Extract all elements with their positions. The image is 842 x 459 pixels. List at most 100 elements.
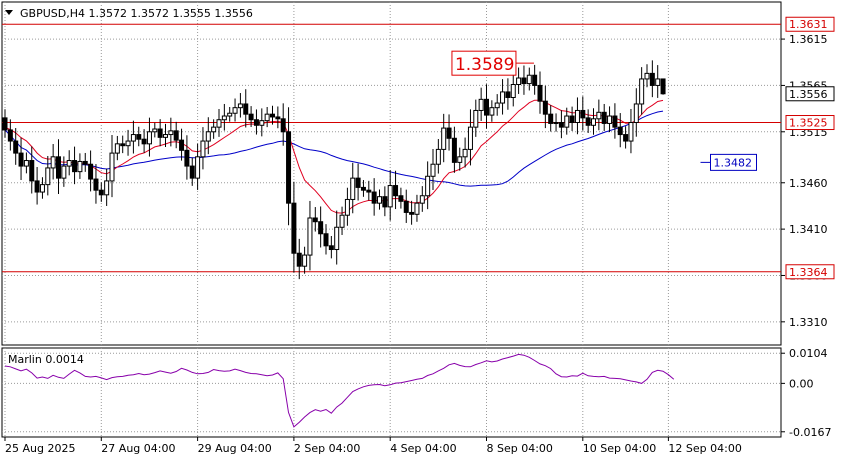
- bear-candle: [275, 116, 281, 120]
- bear-candle: [82, 160, 88, 165]
- level-tag: [785, 264, 835, 280]
- level-tag: [785, 16, 835, 32]
- x-tick-label: 4 Sep 04:00: [390, 442, 456, 455]
- bull-candle: [387, 185, 393, 208]
- bull-candle: [644, 72, 650, 80]
- bull-candle: [489, 107, 495, 116]
- bull-candle: [553, 122, 559, 125]
- bear-candle: [248, 113, 254, 121]
- bull-candle: [211, 126, 217, 133]
- bear-candle: [451, 137, 457, 163]
- bear-candle: [296, 252, 302, 267]
- bear-candle: [585, 117, 591, 126]
- bear-candle: [173, 130, 179, 141]
- bear-candle: [403, 200, 409, 213]
- bear-candle: [382, 196, 388, 208]
- bear-candle: [409, 211, 415, 215]
- bear-candle: [569, 115, 575, 124]
- bull-candle: [628, 122, 634, 142]
- bear-candle: [72, 160, 78, 173]
- bull-candle: [23, 160, 29, 167]
- bear-candle: [366, 189, 372, 193]
- bear-candle: [323, 233, 329, 247]
- bear-candle: [141, 138, 147, 145]
- bull-candle: [414, 202, 420, 215]
- bear-candle: [328, 245, 334, 251]
- ma-annotation-box: [710, 153, 757, 171]
- marlin-tick-label: 0.00: [789, 377, 814, 390]
- bull-candle: [607, 115, 613, 124]
- bear-candle: [2, 117, 8, 131]
- bear-candle: [291, 202, 297, 254]
- bear-candle: [88, 163, 94, 180]
- bear-candle: [532, 74, 538, 86]
- bull-candle: [510, 84, 516, 98]
- bear-candle: [393, 185, 399, 197]
- y-tick-label: 1.3310: [789, 316, 828, 329]
- bull-candle: [264, 113, 270, 122]
- bear-candle: [56, 156, 61, 179]
- bull-candle: [77, 160, 83, 173]
- bear-candle: [318, 221, 324, 235]
- marlin-pane: [1, 347, 782, 438]
- bear-candle: [623, 134, 629, 142]
- main-pane: [1, 1, 782, 346]
- bear-candle: [253, 119, 259, 126]
- bull-candle: [516, 77, 522, 86]
- bull-candle: [114, 143, 120, 154]
- fast-moving-average-line: [4, 99, 664, 214]
- x-tick-label: 27 Aug 04:00: [101, 442, 175, 455]
- y-tick-label: 1.3410: [789, 223, 828, 236]
- bull-candle: [168, 130, 174, 136]
- bull-candle: [259, 120, 265, 126]
- bear-candle: [542, 100, 548, 115]
- bull-candle: [50, 156, 56, 169]
- x-tick-label: 29 Aug 04:00: [198, 442, 272, 455]
- bear-candle: [243, 103, 249, 115]
- bull-candle: [574, 109, 580, 124]
- bear-candle: [548, 113, 554, 124]
- bull-candle: [596, 111, 602, 120]
- y-tick-label: 1.3460: [789, 177, 828, 190]
- bull-candle: [639, 78, 645, 105]
- bear-candle: [93, 178, 99, 191]
- current-price-label: 1.3556: [789, 88, 828, 101]
- x-tick-label: 25 Aug 2025: [5, 442, 75, 455]
- bear-candle: [184, 149, 190, 167]
- bull-candle: [146, 131, 152, 145]
- bear-candle: [157, 128, 163, 138]
- bear-candle: [446, 127, 452, 139]
- bull-candle: [104, 180, 110, 196]
- bear-candle: [286, 131, 292, 204]
- bull-candle: [526, 74, 532, 85]
- x-tick-label: 12 Sep 04:00: [668, 442, 741, 455]
- bear-candle: [398, 195, 404, 202]
- bull-candle: [130, 134, 136, 142]
- bear-candle: [580, 109, 586, 119]
- x-tick-label: 8 Sep 04:00: [487, 442, 553, 455]
- bull-candle: [462, 148, 468, 158]
- bull-candle: [195, 156, 201, 179]
- level-label: 1.3364: [789, 266, 828, 279]
- bull-candle: [377, 196, 382, 204]
- bear-candle: [7, 129, 13, 142]
- bear-candle: [179, 139, 185, 151]
- bear-candle: [189, 165, 195, 179]
- bear-candle: [601, 111, 607, 124]
- y-tick-label: 1.3615: [789, 33, 828, 46]
- bear-candle: [660, 78, 666, 95]
- bull-candle: [221, 115, 227, 121]
- bull-candle: [344, 198, 350, 216]
- bull-candle: [339, 214, 345, 228]
- bull-candle: [163, 134, 168, 138]
- bull-candle: [205, 131, 211, 142]
- bull-candle: [500, 91, 506, 104]
- bull-candle: [591, 118, 596, 126]
- bear-candle: [537, 84, 543, 102]
- high-annotation-label: 1.3589: [455, 55, 514, 75]
- bull-candle: [494, 102, 500, 109]
- bear-candle: [13, 140, 19, 154]
- marlin-line: [4, 353, 675, 428]
- bull-candle: [39, 184, 45, 193]
- bull-candle: [435, 148, 441, 165]
